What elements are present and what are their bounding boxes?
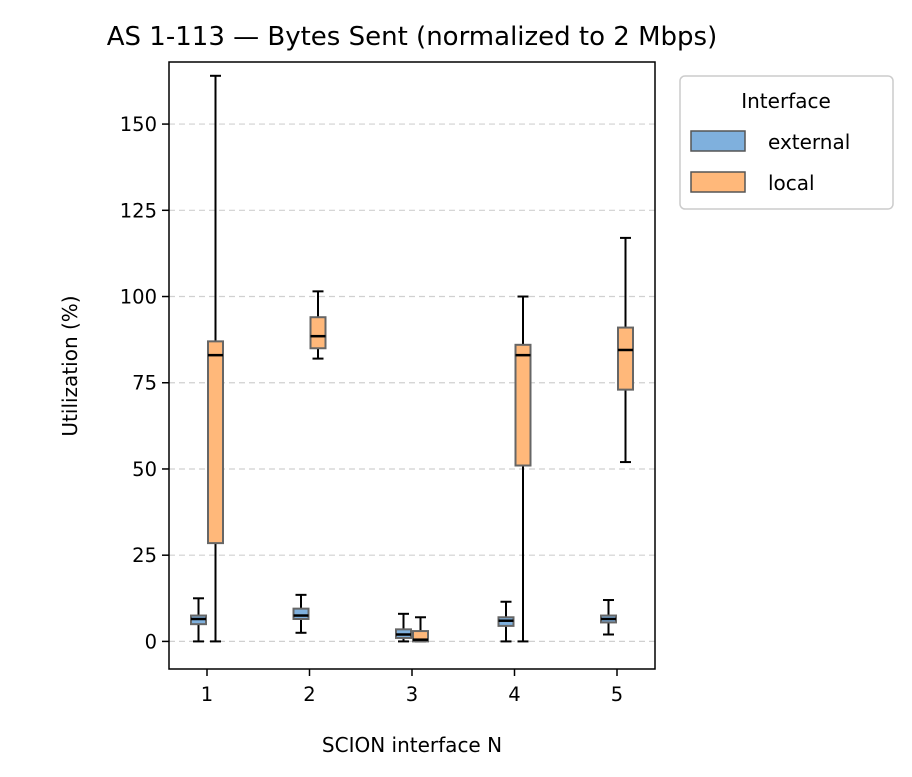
box-external-2 (292, 593, 310, 634)
box-local-5 (617, 236, 634, 464)
box-local-2 (309, 290, 327, 360)
box-local-3 (412, 616, 429, 643)
x-axis-label: SCION interface N (322, 733, 502, 757)
y-axis: 0 25 50 75 100 125 150 (120, 113, 169, 653)
box-local-4 (514, 295, 532, 643)
y-tick-label: 25 (132, 544, 157, 567)
box-body (514, 343, 532, 467)
legend: Interface external local (679, 75, 894, 210)
y-tick-label: 50 (132, 458, 157, 481)
plot-frame (168, 61, 656, 670)
box-external-1 (190, 597, 207, 643)
x-tick-label: 5 (611, 683, 623, 706)
plot-area: 0 25 50 75 100 125 150 1 2 3 4 5 (120, 61, 656, 706)
box-body (617, 326, 634, 391)
x-tick-label: 1 (201, 683, 213, 706)
x-tick-label: 4 (508, 683, 520, 706)
box-body (207, 340, 224, 545)
y-tick-label: 75 (132, 372, 157, 395)
box-local-1 (207, 74, 224, 643)
x-axis: 1 2 3 4 5 (201, 669, 623, 706)
box-external-3 (395, 612, 412, 643)
box-body (309, 316, 327, 350)
x-tick-label: 3 (406, 683, 418, 706)
gridlines (169, 123, 655, 643)
legend-label-external: external (768, 130, 850, 154)
y-tick-label: 100 (120, 286, 157, 309)
y-tick-label: 125 (120, 199, 157, 222)
y-tick-label: 150 (120, 113, 157, 136)
legend-swatch-local (690, 171, 746, 193)
y-tick-label: 0 (145, 630, 157, 653)
x-tick-label: 2 (303, 683, 315, 706)
y-axis-label: Utilization (%) (58, 295, 82, 436)
legend-title: Interface (741, 89, 831, 113)
legend-swatch-external (690, 130, 746, 152)
box-body (292, 607, 310, 620)
chart-title: AS 1-113 — Bytes Sent (normalized to 2 M… (107, 22, 717, 52)
box-series (190, 74, 634, 643)
box-body (412, 630, 429, 643)
box-external-5 (600, 599, 617, 636)
legend-label-local: local (768, 171, 815, 195)
box-external-4 (497, 600, 515, 643)
